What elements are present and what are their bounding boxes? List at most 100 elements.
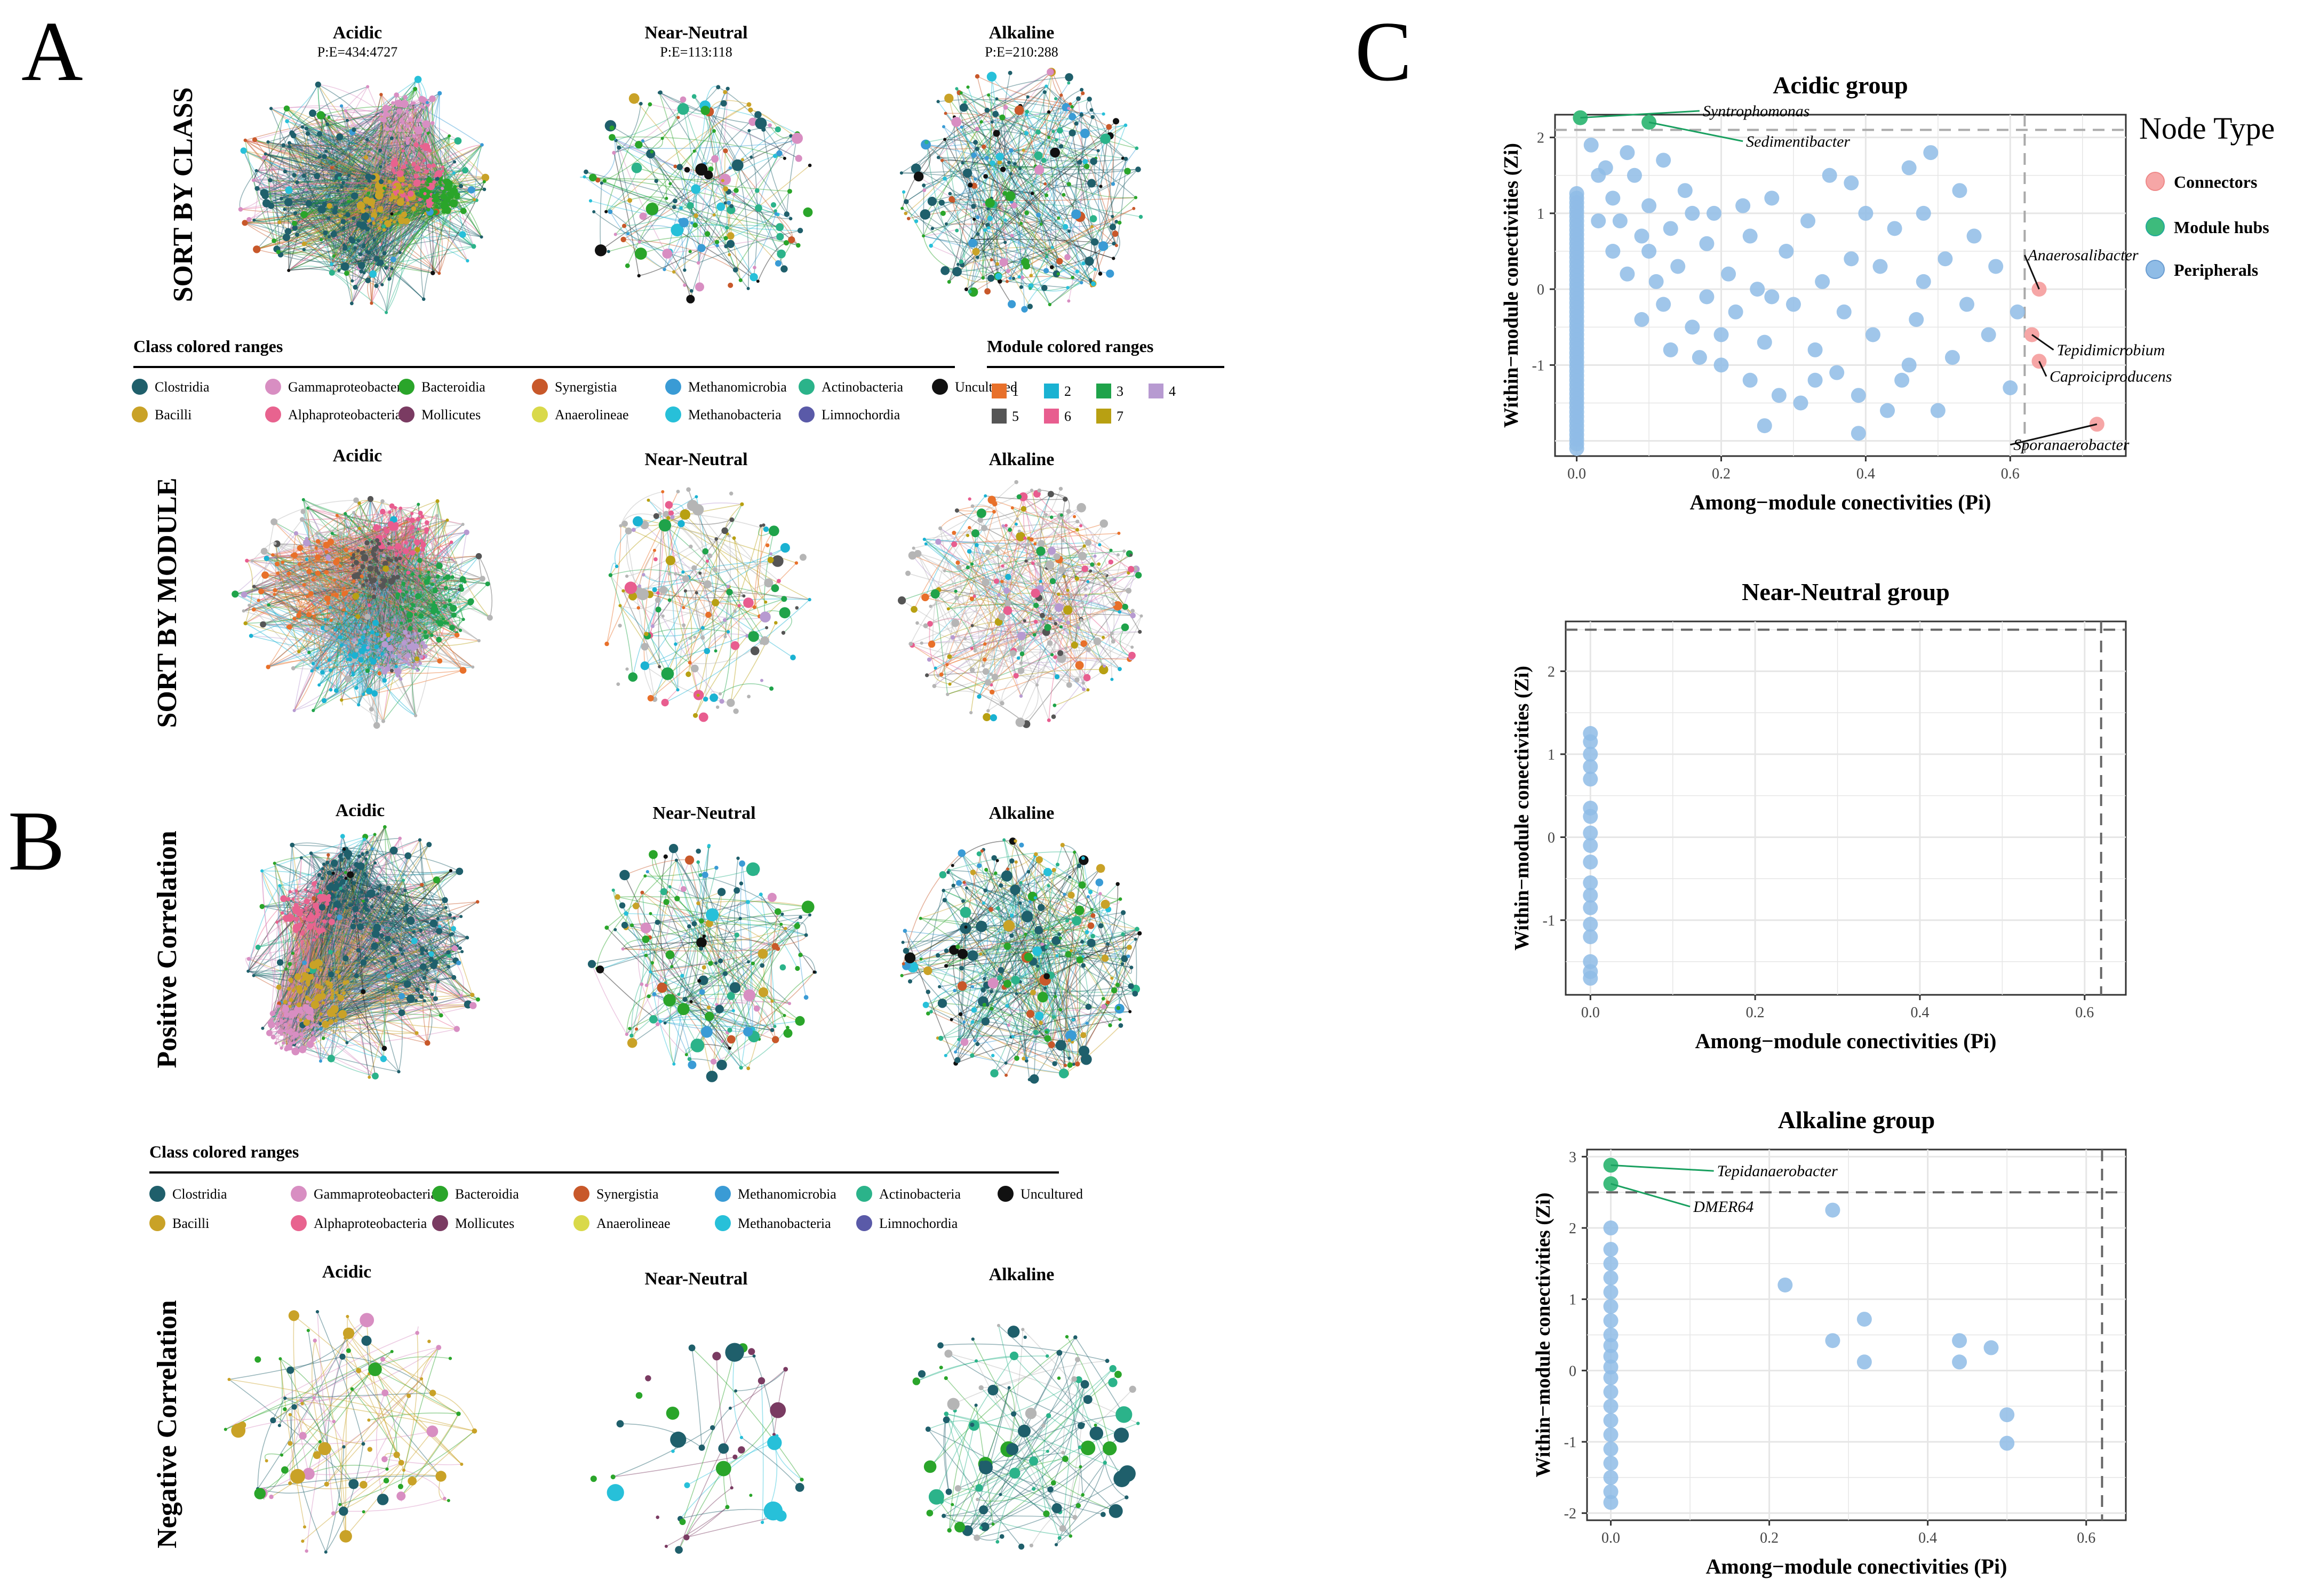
network-class-acidic-edge: [265, 119, 411, 155]
network-module-neutral: [604, 487, 811, 722]
network-class-acidic-node: [269, 107, 273, 110]
network-class-neutral-node: [625, 263, 630, 268]
network-class-acidic-node: [336, 133, 344, 141]
network-module-neutral-node: [700, 626, 705, 630]
network-class-acidic-edge: [347, 114, 381, 215]
network-class-alkaline-node: [1034, 151, 1043, 160]
network-class-acidic-node: [344, 245, 348, 249]
network-class-acidic-edge: [394, 184, 405, 222]
network-class-neutral: [579, 85, 813, 304]
network-class-alkaline-node: [975, 74, 980, 79]
network-class-alkaline-node: [995, 273, 1002, 280]
title-neg-alkaline: Alkaline: [989, 1265, 1055, 1284]
network-module-neutral-node: [752, 605, 756, 609]
network-module-acidic-node: [395, 592, 401, 597]
network-class-acidic-node: [292, 173, 297, 178]
network-module-acidic-node: [314, 546, 318, 550]
network-class-acidic-node: [324, 149, 328, 153]
network-module-acidic-node: [418, 661, 422, 665]
network-module-neutral-node: [702, 548, 709, 555]
network-class-neutral-node: [747, 129, 751, 132]
network-class-alkaline-node: [940, 158, 944, 162]
network-module-acidic-node: [414, 539, 420, 546]
network-class-neutral-node: [732, 267, 738, 273]
network-class-acidic-edge: [295, 193, 369, 214]
network-class-alkaline-node: [968, 182, 973, 188]
network-class-acidic-edge: [240, 199, 371, 210]
network-module-acidic-node: [403, 629, 408, 635]
network-class-neutral-node: [613, 233, 617, 236]
network-module-acidic-node: [327, 658, 331, 662]
network-class-alkaline-node: [1114, 244, 1118, 248]
network-module-acidic-node: [306, 595, 309, 598]
network-class-acidic-node: [421, 105, 425, 109]
network-class-neutral-node: [595, 244, 607, 257]
network-module-neutral-node: [608, 573, 613, 577]
network-module-neutral-node: [641, 643, 649, 651]
network-class-alkaline-node: [975, 126, 979, 131]
network-class-acidic-edge: [257, 249, 305, 255]
network-class-alkaline-node: [973, 140, 978, 145]
network-class-alkaline-node: [904, 199, 909, 204]
network-class-acidic-node: [362, 243, 366, 247]
network-class-neutral-node: [783, 156, 786, 160]
network-class-acidic-node: [366, 191, 371, 195]
network-module-acidic-node: [455, 632, 460, 638]
network-class-neutral-node: [695, 163, 708, 176]
network-class-alkaline-node: [1026, 95, 1030, 99]
pe-alkaline: P:E=210:288: [985, 44, 1058, 60]
network-class-alkaline-node: [922, 234, 926, 238]
network-class-neutral-node: [697, 244, 706, 252]
network-class-acidic-edge: [304, 175, 375, 241]
network-class-acidic-edge: [391, 177, 440, 214]
network-module-neutral-node: [618, 624, 622, 628]
network-class-alkaline-node: [944, 111, 947, 115]
network-class-acidic-node: [292, 220, 298, 226]
network-module-acidic-node: [475, 553, 482, 560]
network-class-acidic-node: [440, 193, 447, 200]
network-class-alkaline-node: [929, 243, 933, 248]
network-class-acidic-edge: [374, 107, 388, 211]
network-class-neutral-node: [654, 179, 658, 183]
network-class-acidic-node: [481, 173, 490, 182]
network-class-neutral-node: [673, 164, 677, 169]
title-neg-neutral: Near-Neutral: [644, 1269, 747, 1289]
network-module-acidic-node: [382, 678, 387, 683]
network-module-acidic-node: [386, 633, 391, 637]
network-class-alkaline-node: [930, 227, 935, 230]
network-module-acidic-node: [414, 547, 420, 553]
network-class-neutral-node: [660, 137, 664, 140]
network-module-acidic-node: [365, 688, 373, 695]
network-module-acidic-node: [324, 626, 329, 631]
network-class-neutral-node: [716, 85, 721, 90]
network-class-alkaline-node: [1099, 185, 1103, 188]
network-class-acidic-node: [423, 187, 427, 190]
network-class-acidic-edge: [289, 146, 322, 240]
network-module-acidic-node: [485, 581, 490, 587]
network-module-acidic-node: [372, 556, 378, 561]
network-module-acidic-node: [329, 668, 332, 672]
network-class-acidic-edge: [283, 145, 362, 266]
network-module-acidic-node: [245, 558, 249, 563]
network-class-alkaline-node: [1003, 218, 1007, 222]
network-class-alkaline-node: [1089, 215, 1097, 222]
network-module-acidic-node: [273, 588, 277, 593]
network-module-neutral-node: [747, 695, 751, 699]
network-module-acidic-node: [430, 582, 434, 586]
network-class-acidic-edge: [400, 216, 474, 247]
network-class-acidic-node: [459, 231, 466, 238]
network-class-alkaline-node: [1045, 84, 1048, 88]
network-class-alkaline-node: [1087, 179, 1096, 188]
network-module-acidic-node: [348, 657, 353, 662]
network-class-acidic-node: [398, 129, 402, 133]
network-class-acidic-node: [284, 198, 293, 207]
network-class-acidic-node: [405, 110, 409, 114]
network-module-acidic-node: [369, 707, 374, 712]
network-class-acidic-edge: [381, 101, 426, 208]
network-module-acidic-node: [384, 528, 390, 534]
network-class-acidic-edge: [271, 175, 349, 206]
row-label-negative: Negative Correlation: [152, 1300, 182, 1549]
network-class-acidic-node: [288, 145, 292, 149]
network-class-acidic-edge: [329, 216, 401, 238]
network-class-neutral-node: [704, 231, 711, 237]
